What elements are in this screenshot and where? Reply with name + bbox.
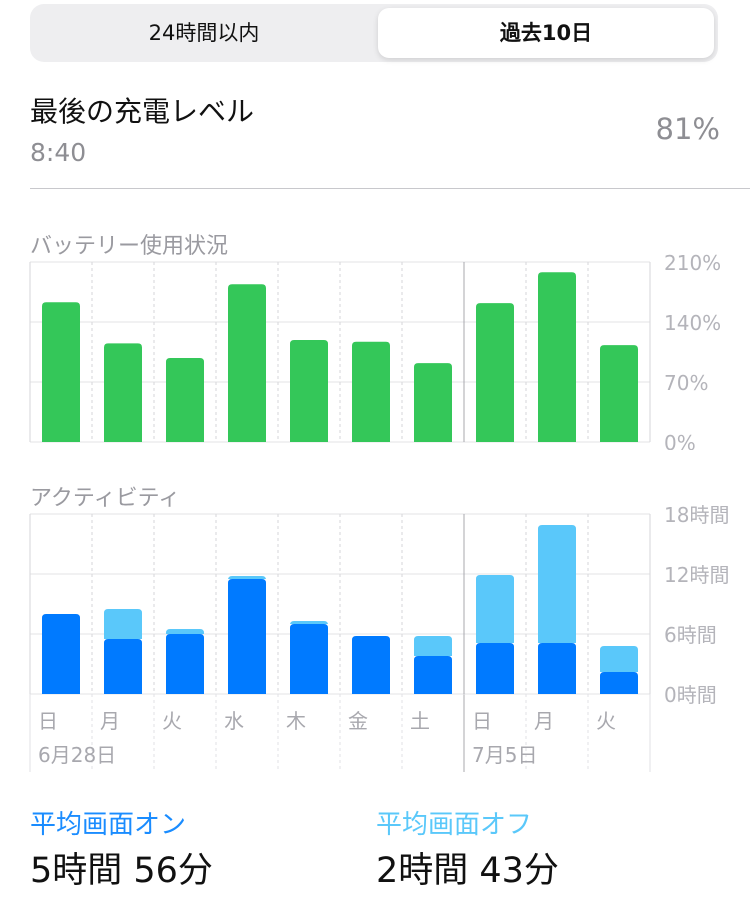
battery-bar [600,345,638,442]
last-charge-title: 最後の充電レベル [30,95,255,128]
battery-bar [476,303,514,442]
screen-off-bar [104,609,142,639]
screen-off-bar [414,636,452,656]
screen-off-bar [600,646,638,672]
battery-bar [228,284,266,442]
y-tick-label: 0% [664,431,696,450]
day-label: 金 [348,709,368,733]
avg-screen-on-label: 平均画面オン [30,810,187,840]
battery-bar [538,272,576,442]
y-tick-label: 18時間 [664,503,729,527]
day-label: 月 [100,709,120,733]
y-tick-label: 210% [664,251,721,275]
tab-24-hours[interactable]: 24時間以内 [148,21,260,45]
week-start-label: 7月5日 [472,743,537,767]
divider [30,188,750,189]
avg-screen-on-value: 5時間 56分 [30,851,213,891]
y-tick-label: 70% [664,371,708,395]
day-label: 火 [162,709,182,733]
avg-screen-off-value: 2時間 43分 [376,851,559,891]
battery-bar [290,340,328,442]
week-start-label: 6月28日 [38,743,116,767]
y-tick-label: 0時間 [664,683,717,707]
battery-bar [104,343,142,442]
tab-10-days[interactable]: 過去10日 [378,8,714,58]
screen-on-bar [166,634,204,694]
screen-off-bar [166,629,204,634]
day-label: 日 [472,709,492,733]
screen-on-bar [538,643,576,694]
screen-off-bar [538,525,576,643]
screen-on-bar [414,656,452,694]
day-label: 月 [534,709,554,733]
battery-bar [166,358,204,442]
battery-usage-chart: 210% 140% 70% 0% [29,251,721,450]
avg-screen-off-label: 平均画面オフ [376,810,533,840]
day-label: 日 [38,709,58,733]
range-segmented-control: 24時間以内 過去10日 [30,4,718,62]
day-label: 水 [224,709,244,733]
screen-off-bar [476,575,514,643]
activity-label: アクティビティ [30,486,181,511]
y-tick-label: 12時間 [664,563,729,587]
last-charge-time: 8:40 [30,138,87,167]
screen-on-bar [228,579,266,694]
screen-on-bar [42,614,80,694]
battery-bar [42,302,80,442]
y-tick-label: 6時間 [664,623,717,647]
y-tick-label: 140% [664,311,721,335]
screen-on-bar [600,672,638,694]
battery-bar [414,363,452,442]
screen-on-bar [104,639,142,694]
screen-on-bar [476,643,514,694]
battery-usage-label: バッテリー使用状況 [30,234,229,259]
day-label: 火 [596,709,616,733]
screen-on-bar [290,624,328,694]
screen-on-bar [352,636,390,694]
day-label: 木 [286,709,306,733]
last-charge-percent: 81% [655,112,720,146]
battery-bar [352,341,390,442]
day-label: 土 [410,709,430,733]
